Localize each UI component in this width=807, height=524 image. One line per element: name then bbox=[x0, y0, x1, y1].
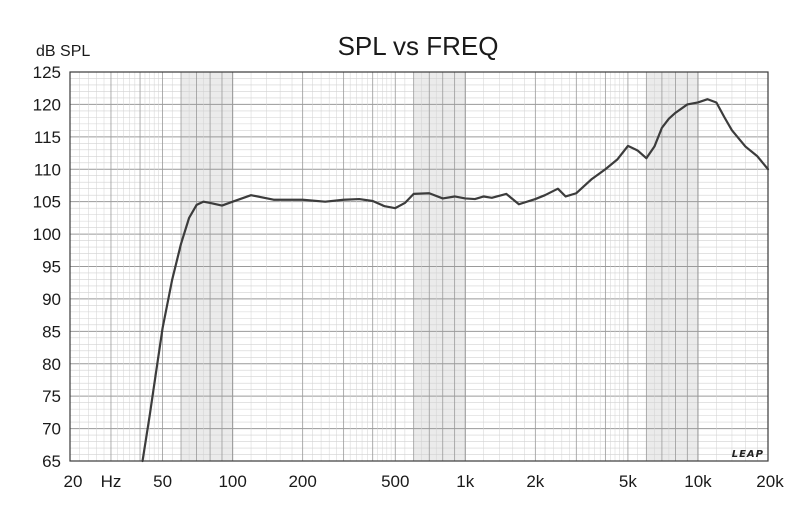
x-tick-label: 50 bbox=[153, 472, 172, 491]
x-tick-label: 200 bbox=[288, 472, 316, 491]
y-tick-label: 125 bbox=[33, 63, 61, 82]
y-tick-label: 90 bbox=[42, 290, 61, 309]
x-tick-labels: 20 Hz 50 100 200 500 1k 2k 5k 10k 20k bbox=[64, 472, 785, 491]
x-tick-label: Hz bbox=[101, 472, 122, 491]
y-tick-label: 110 bbox=[34, 160, 61, 179]
grid-lines bbox=[69, 71, 769, 462]
y-tick-label: 120 bbox=[33, 95, 61, 114]
chart-title: SPL vs FREQ bbox=[338, 31, 499, 61]
x-tick-label: 20 bbox=[64, 472, 83, 491]
x-tick-label: 5k bbox=[619, 472, 637, 491]
x-tick-label: 20k bbox=[756, 472, 784, 491]
leap-logo: LEAP bbox=[732, 449, 764, 460]
y-tick-label: 115 bbox=[34, 128, 61, 147]
x-tick-label: 2k bbox=[526, 472, 544, 491]
y-tick-label: 75 bbox=[42, 387, 61, 406]
x-tick-label: 500 bbox=[381, 472, 409, 491]
y-tick-label: 80 bbox=[42, 355, 61, 374]
y-axis-label: dB SPL bbox=[36, 43, 90, 60]
x-tick-label: 1k bbox=[456, 472, 474, 491]
y-tick-label: 85 bbox=[42, 322, 61, 341]
y-tick-label: 70 bbox=[42, 420, 61, 439]
x-tick-label: 10k bbox=[684, 472, 712, 491]
y-tick-label: 95 bbox=[42, 258, 61, 277]
y-tick-label: 100 bbox=[33, 225, 61, 244]
y-tick-labels: 125 120 115 110 105 100 95 90 85 80 75 70 65 bbox=[33, 63, 61, 471]
y-tick-label: 105 bbox=[33, 193, 61, 212]
x-tick-label: 100 bbox=[218, 472, 246, 491]
spl-response-curve bbox=[141, 98, 770, 463]
plot-frame bbox=[69, 71, 769, 462]
y-tick-label: 65 bbox=[42, 452, 61, 471]
